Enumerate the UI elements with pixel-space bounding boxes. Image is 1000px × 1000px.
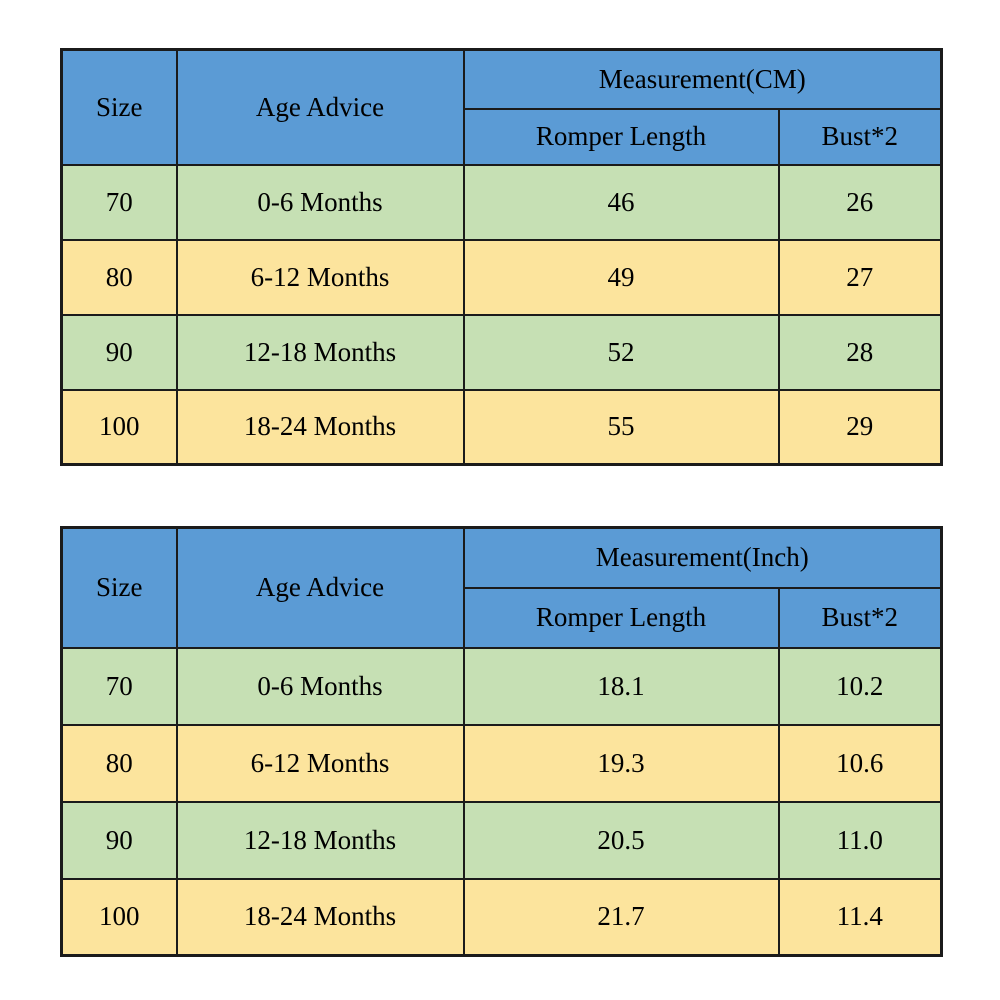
age-advice-header: Age Advice — [175, 526, 465, 649]
age-advice-cell: 12-18 Months — [175, 313, 465, 391]
size-header: Size — [60, 48, 178, 166]
size-chart-cm-table: Size Age Advice Measurement(CM) Romper L… — [60, 48, 944, 466]
table-row: 90 12-18 Months 52 28 — [60, 313, 943, 391]
bust-cell: 11.4 — [777, 877, 943, 957]
age-advice-cell: 12-18 Months — [175, 800, 465, 880]
bust-cell: 11.0 — [777, 800, 943, 880]
size-cell: 70 — [60, 163, 178, 241]
size-cell: 100 — [60, 877, 178, 957]
table-row: 100 18-24 Months 55 29 — [60, 388, 943, 466]
size-chart-page: Size Age Advice Measurement(CM) Romper L… — [60, 48, 944, 957]
table-row: 70 0-6 Months 18.1 10.2 — [60, 646, 943, 726]
age-advice-cell: 6-12 Months — [175, 238, 465, 316]
age-advice-cell: 0-6 Months — [175, 646, 465, 726]
romper-length-header: Romper Length — [462, 107, 780, 166]
romper-length-cell: 46 — [462, 163, 780, 241]
measurement-cm-header: Measurement(CM) — [462, 48, 943, 110]
romper-length-cell: 52 — [462, 313, 780, 391]
age-advice-cell: 6-12 Months — [175, 723, 465, 803]
measurement-inch-header: Measurement(Inch) — [462, 526, 943, 589]
romper-length-cell: 21.7 — [462, 877, 780, 957]
size-cell: 90 — [60, 313, 178, 391]
romper-length-cell: 19.3 — [462, 723, 780, 803]
age-advice-cell: 18-24 Months — [175, 877, 465, 957]
size-header: Size — [60, 526, 178, 649]
age-advice-header: Age Advice — [175, 48, 465, 166]
bust-cell: 28 — [777, 313, 943, 391]
table-row: 100 18-24 Months 21.7 11.4 — [60, 877, 943, 957]
romper-length-cell: 49 — [462, 238, 780, 316]
bust-header: Bust*2 — [777, 586, 943, 649]
romper-length-header: Romper Length — [462, 586, 780, 649]
size-cell: 70 — [60, 646, 178, 726]
bust-cell: 10.2 — [777, 646, 943, 726]
size-cell: 100 — [60, 388, 178, 466]
bust-cell: 29 — [777, 388, 943, 466]
table-row: 80 6-12 Months 19.3 10.6 — [60, 723, 943, 803]
romper-length-cell: 20.5 — [462, 800, 780, 880]
size-chart-inch-table: Size Age Advice Measurement(Inch) Romper… — [60, 526, 943, 957]
bust-cell: 27 — [777, 238, 943, 316]
table-row: 80 6-12 Months 49 27 — [60, 238, 943, 316]
table-row: 90 12-18 Months 20.5 11.0 — [60, 800, 943, 880]
bust-cell: 10.6 — [777, 723, 943, 803]
romper-length-cell: 55 — [462, 388, 780, 466]
table-row: 70 0-6 Months 46 26 — [60, 163, 943, 241]
size-cell: 80 — [60, 723, 178, 803]
age-advice-cell: 18-24 Months — [175, 388, 465, 466]
romper-length-cell: 18.1 — [462, 646, 780, 726]
bust-cell: 26 — [777, 163, 943, 241]
size-cell: 80 — [60, 238, 178, 316]
size-cell: 90 — [60, 800, 178, 880]
age-advice-cell: 0-6 Months — [175, 163, 465, 241]
bust-header: Bust*2 — [777, 107, 943, 166]
